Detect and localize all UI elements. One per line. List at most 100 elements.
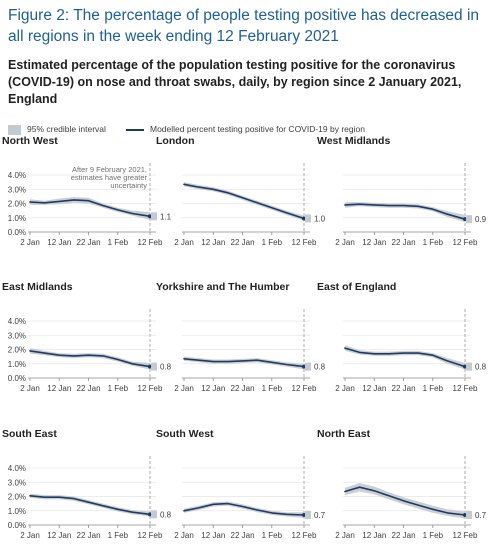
panel-title: North East — [317, 428, 371, 440]
legend: 95% credible interval Modelled percent t… — [8, 123, 494, 137]
panel-title: South East — [2, 428, 57, 440]
y-tick-label: 3.0% — [8, 331, 26, 340]
end-interval-marker — [151, 510, 157, 519]
x-tick-label: 12 Jan — [201, 531, 225, 540]
y-tick-label: 4.0% — [8, 464, 26, 473]
x-tick-label: 2 Jan — [20, 531, 40, 540]
panel-east-midlands: East Midlands 0.0% 1.0% 2.0% 3.0% 4.0% 2 Jan 12… — [2, 281, 172, 393]
x-tick-label: 22 Jan — [392, 238, 416, 247]
x-tick-label: 2 Jan — [20, 238, 40, 247]
x-tick-label: 1 Feb — [262, 384, 283, 393]
x-tick-label: 12 Feb — [453, 531, 478, 540]
x-tick-label: 22 Jan — [231, 384, 255, 393]
credible-interval-band — [30, 493, 150, 517]
x-tick-label: 12 Feb — [453, 384, 478, 393]
x-tick-label: 12 Jan — [201, 238, 225, 247]
x-tick-label: 1 Feb — [108, 531, 129, 540]
y-tick-label: 3.0% — [8, 185, 26, 194]
panel-title: South West — [156, 428, 214, 440]
x-tick-label: 12 Feb — [138, 384, 163, 393]
panel-yorkshire-and-the-humber: Yorkshire and The Humber 2 Jan 12 Jan 22 Ja… — [156, 281, 326, 393]
credible-interval-band — [30, 348, 150, 370]
panel-title: East of England — [317, 281, 396, 293]
x-tick-label: 12 Jan — [47, 238, 71, 247]
end-value-label: 0.8 — [475, 363, 487, 372]
x-tick-label: 12 Feb — [292, 238, 317, 247]
y-tick-label: 4.0% — [8, 317, 26, 326]
panel-title: North West — [2, 135, 58, 147]
end-interval-marker — [305, 362, 311, 371]
x-tick-label: 12 Feb — [138, 531, 163, 540]
y-tick-label: 0.0% — [8, 374, 26, 383]
end-value-label: 0.8 — [160, 363, 172, 372]
x-tick-label: 2 Jan — [174, 384, 194, 393]
panel-title: London — [156, 135, 194, 147]
x-tick-label: 1 Feb — [108, 384, 129, 393]
credible-interval-band — [30, 197, 150, 220]
y-tick-label: 1.0% — [8, 214, 26, 223]
credible-interval-band — [184, 356, 304, 370]
panel-south-west: South West 2 Jan 12 Jan 22 Jan 1 Feb 12 Feb 0.… — [156, 428, 326, 540]
y-tick-label: 0.0% — [8, 521, 26, 530]
x-tick-label: 12 Jan — [362, 238, 386, 247]
x-tick-label: 1 Feb — [423, 384, 444, 393]
end-interval-marker — [151, 212, 157, 221]
legend-line-swatch — [126, 129, 144, 131]
x-tick-label: 22 Jan — [77, 531, 101, 540]
credible-interval-band — [345, 345, 465, 370]
series-line — [344, 486, 466, 516]
panel-north-west: North West 0.0% 1.0% 2.0% 3.0% 4.0% 2 Jan 12 Ja… — [2, 135, 172, 247]
x-tick-label: 1 Feb — [262, 531, 283, 540]
x-tick-label: 22 Jan — [231, 531, 255, 540]
panel-title: West Midlands — [317, 135, 390, 147]
series-line — [183, 357, 305, 368]
x-tick-label: 12 Jan — [47, 531, 71, 540]
series-line — [344, 203, 466, 220]
x-tick-label: 2 Jan — [174, 238, 194, 247]
legend-interval-swatch — [8, 125, 21, 135]
y-tick-label: 2.0% — [8, 200, 26, 209]
y-tick-label: 0.0% — [8, 228, 26, 237]
x-tick-label: 2 Jan — [335, 531, 355, 540]
x-tick-label: 22 Jan — [77, 238, 101, 247]
end-interval-marker — [466, 511, 472, 520]
series-line — [29, 350, 151, 368]
x-tick-label: 2 Jan — [335, 238, 355, 247]
end-value-label: 1.0 — [314, 214, 326, 223]
y-tick-label: 1.0% — [8, 360, 26, 369]
series-line — [344, 347, 466, 368]
credible-interval-band — [345, 202, 465, 222]
x-tick-label: 22 Jan — [392, 384, 416, 393]
end-value-label: 0.7 — [475, 511, 487, 520]
panel-london: London 2 Jan 12 Jan 22 Jan 1 Feb 12 Feb 1.0 — [156, 135, 326, 247]
annotation-text: estimates have greater — [71, 173, 148, 182]
panel-east-of-england: East of England 2 Jan 12 Jan 22 Jan 1 Feb 12 … — [317, 281, 487, 393]
x-tick-label: 2 Jan — [335, 384, 355, 393]
y-tick-label: 2.0% — [8, 346, 26, 355]
legend-interval-label: 95% credible interval — [27, 124, 106, 134]
series-line — [29, 199, 151, 218]
x-tick-label: 1 Feb — [108, 238, 129, 247]
end-interval-marker — [305, 511, 311, 520]
x-tick-label: 22 Jan — [77, 384, 101, 393]
panel-south-east: South East 0.0% 1.0% 2.0% 3.0% 4.0% 2 Jan 12 Ja… — [2, 428, 172, 540]
end-interval-marker — [305, 214, 311, 223]
panel-title: East Midlands — [2, 281, 73, 293]
x-tick-label: 1 Feb — [423, 238, 444, 247]
credible-interval-band — [184, 501, 304, 518]
end-interval-marker — [151, 362, 157, 371]
x-tick-label: 12 Feb — [292, 531, 317, 540]
end-interval-marker — [466, 362, 472, 371]
legend-line-label: Modelled percent testing positive for CO… — [150, 124, 365, 134]
end-value-label: 1.1 — [160, 212, 172, 221]
x-tick-label: 1 Feb — [423, 531, 444, 540]
series-line — [29, 494, 151, 516]
panel-title: Yorkshire and The Humber — [156, 281, 289, 293]
chart-title: Figure 2: The percentage of people testi… — [8, 7, 480, 45]
end-value-label: 0.8 — [314, 363, 326, 372]
x-tick-label: 12 Feb — [453, 238, 478, 247]
series-line — [183, 502, 305, 516]
x-tick-label: 12 Jan — [201, 384, 225, 393]
y-tick-label: 3.0% — [8, 478, 26, 487]
